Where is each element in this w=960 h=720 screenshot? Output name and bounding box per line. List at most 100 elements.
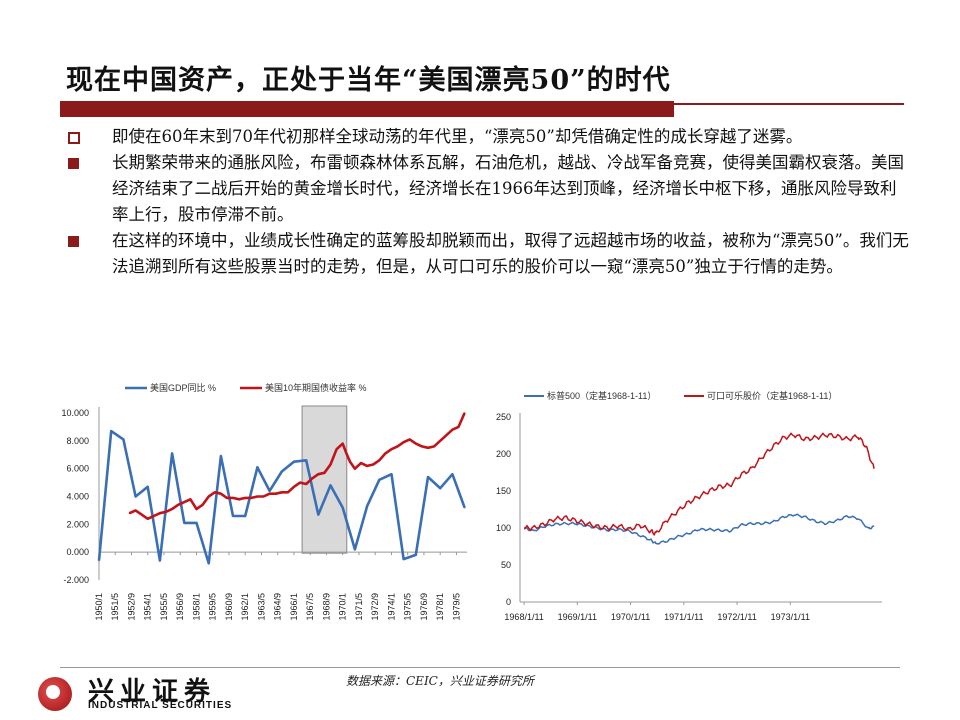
x-tick-label: 1975/5 [403, 593, 413, 621]
yield-point [171, 508, 173, 510]
yield-point [366, 465, 368, 467]
yield-point [299, 481, 301, 484]
yield-point [305, 483, 307, 485]
gdp-point [293, 460, 295, 463]
yield-point [390, 448, 393, 450]
gdp-point [463, 506, 466, 509]
yield-point [463, 412, 466, 414]
yield-point [329, 463, 332, 466]
yield-point [323, 472, 326, 474]
yield-point [232, 497, 234, 499]
yield-point [153, 515, 155, 517]
y-tick-label: 250 [496, 412, 511, 422]
yield-point [360, 462, 362, 464]
yield-point [165, 511, 167, 513]
yield-point [408, 438, 411, 441]
gdp-point [195, 522, 198, 524]
x-tick-label: 1966/1 [289, 593, 299, 621]
gdp-point [281, 470, 283, 473]
bullet-text: 在这样的环境中，业绩成长性确定的蓝筹股却脱颖而出，取得了远超越市场的收益，被称为… [112, 231, 909, 276]
y-tick-label: 0 [506, 597, 511, 607]
gdp-series-line [97, 429, 466, 565]
logo-emblem-icon [38, 677, 72, 711]
bullet-list: 即使在60年末到70年代初那样全球动荡的年代里，“漂亮50”却凭借确定性的成长穿… [60, 124, 910, 280]
shaded-period [301, 405, 348, 554]
gdp-yield-chart: 10.000 8.000 6.000 4.000 2.000 0.000 -2.000 195… [61, 382, 467, 621]
yield-point [293, 486, 295, 488]
x-tick-label: 1955/5 [159, 593, 169, 621]
yield-series-line [128, 412, 466, 521]
gdp-point [305, 459, 307, 462]
yield-point [189, 498, 192, 501]
y-tick-label: 10.000 [61, 408, 89, 418]
x-tick-label: 1979/5 [451, 593, 461, 621]
yield-point [372, 463, 375, 466]
yield-point [256, 495, 259, 498]
y-tick-label: 50 [501, 560, 511, 570]
legend-label: 美国10年期国债收益率 % [265, 382, 367, 393]
x-tick-label: 1967/5 [305, 593, 315, 621]
x-tick-label: 1972/9 [370, 593, 380, 621]
yield-point [183, 501, 186, 503]
gdp-point [415, 554, 417, 556]
legend-label: 标普500（定基1968-1-11） [547, 390, 656, 401]
yield-point [177, 504, 179, 506]
gdp-point [134, 495, 137, 498]
yield-point [134, 509, 137, 512]
yield-point [341, 442, 344, 445]
gdp-point [244, 515, 246, 517]
gdp-point [171, 452, 173, 455]
x-tick-label: 1974/1 [386, 593, 396, 621]
yield-point [354, 467, 356, 470]
yield-point [317, 473, 320, 475]
yield-point [421, 445, 423, 448]
gdp-point [220, 455, 222, 457]
yield-point [439, 440, 442, 442]
yield-point [214, 491, 216, 494]
gdp-point [98, 559, 100, 562]
gdp-point [378, 479, 381, 481]
gdp-point [207, 562, 210, 565]
bullet-item: 长期繁荣带来的通胀风险，布雷顿森林体系瓦解，石油危机，越战、冷战军备竞赛，使得美… [60, 150, 910, 228]
yield-point [262, 495, 265, 498]
y-tick-label: 8.000 [66, 436, 89, 446]
logo-text-cn: 兴业证券 [88, 677, 217, 707]
y-tick-label: 200 [496, 449, 511, 459]
yield-point [250, 497, 253, 499]
gdp-point [451, 473, 454, 475]
x-tick-label: 1970/1 [338, 593, 348, 621]
y-tick-label: 0.000 [66, 547, 89, 557]
x-tick-label: 1950/1 [94, 593, 104, 621]
y-tick-label: 150 [496, 486, 511, 496]
x-tick-label: 1964/9 [273, 593, 283, 621]
x-tick-label: 1960/9 [224, 593, 234, 621]
legend-label: 美国GDP同比 % [150, 382, 216, 393]
gdp-point [122, 438, 125, 441]
x-tick-label: 1968/9 [321, 593, 331, 621]
yield-point [140, 513, 143, 516]
yield-point [287, 491, 289, 494]
x-tick-label: 1963/5 [256, 593, 266, 621]
gdp-point [146, 486, 149, 488]
x-tick-label: 1969/1/11 [558, 612, 597, 622]
x-tick-label: 1951/5 [110, 593, 120, 621]
gdp-point [341, 506, 344, 509]
x-tick-label: 1971/1/11 [664, 612, 703, 622]
bullet-text: 长期繁荣带来的通胀风险，布雷顿森林体系瓦解，石油危机，越战、冷战军备竞赛，使得美… [112, 153, 904, 224]
yield-point [427, 447, 429, 449]
solid-square-bullet-icon [68, 158, 79, 169]
yield-point [396, 445, 399, 448]
yield-point [281, 491, 283, 494]
yield-point [378, 459, 381, 462]
x-tick-label: 1973/1/11 [771, 612, 810, 622]
yield-point [146, 518, 149, 520]
yield-point [349, 460, 351, 463]
y-tick-label: 2.000 [66, 519, 89, 529]
yield-point [244, 497, 246, 499]
gdp-point [329, 484, 332, 487]
hollow-square-bullet-icon [68, 132, 80, 144]
title-underline-bar [60, 101, 674, 117]
company-logo: 兴业证券 INDUSTRIAL SECURITIES [20, 673, 270, 717]
x-tick-label: 1958/1 [191, 593, 201, 621]
x-tick-label: 1956/9 [175, 593, 185, 621]
